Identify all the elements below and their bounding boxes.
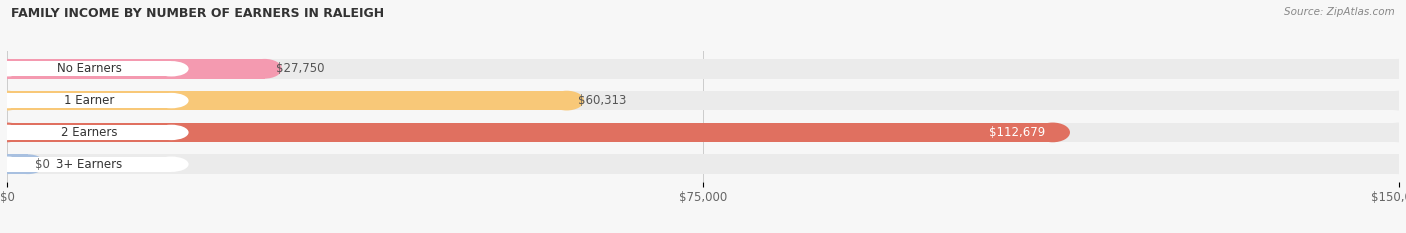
Ellipse shape [1382,91,1406,110]
Text: $112,679: $112,679 [990,126,1046,139]
Ellipse shape [0,91,24,110]
Bar [7,125,172,140]
Ellipse shape [0,61,24,76]
Ellipse shape [153,93,188,108]
Text: FAMILY INCOME BY NUMBER OF EARNERS IN RALEIGH: FAMILY INCOME BY NUMBER OF EARNERS IN RA… [11,7,384,20]
Text: 1 Earner: 1 Earner [63,94,114,107]
Ellipse shape [1035,123,1070,142]
Ellipse shape [0,59,24,79]
Ellipse shape [0,91,24,110]
Ellipse shape [0,93,24,108]
Ellipse shape [0,154,24,174]
Bar [7,154,28,174]
Text: $27,750: $27,750 [276,62,325,75]
Text: $0: $0 [35,158,49,171]
Ellipse shape [0,123,24,142]
Bar [7,93,172,108]
Ellipse shape [550,91,583,110]
Bar [7,123,1053,142]
Ellipse shape [0,157,24,172]
Ellipse shape [0,59,24,79]
Ellipse shape [11,154,45,174]
Ellipse shape [0,125,24,140]
Bar [7,59,264,79]
Bar [7,157,172,172]
Bar [7,154,1399,174]
Ellipse shape [1382,154,1406,174]
Ellipse shape [247,59,281,79]
Text: No Earners: No Earners [56,62,121,75]
Bar [7,91,1399,110]
Text: 2 Earners: 2 Earners [60,126,118,139]
Bar [7,91,567,110]
Bar [7,59,1399,79]
Ellipse shape [1382,123,1406,142]
Ellipse shape [153,125,188,140]
Text: Source: ZipAtlas.com: Source: ZipAtlas.com [1284,7,1395,17]
Bar [7,123,1399,142]
Text: $60,313: $60,313 [578,94,626,107]
Text: 3+ Earners: 3+ Earners [56,158,122,171]
Ellipse shape [0,123,24,142]
Ellipse shape [0,154,24,174]
Bar [7,61,172,76]
Ellipse shape [153,157,188,172]
Ellipse shape [153,61,188,76]
Ellipse shape [1382,59,1406,79]
